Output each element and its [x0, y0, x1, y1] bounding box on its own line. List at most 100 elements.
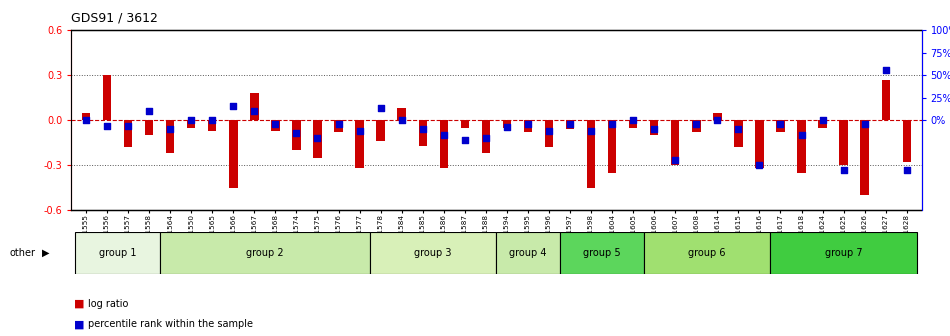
Point	[247, 109, 262, 114]
Point	[310, 135, 325, 141]
Bar	[608, 120, 617, 173]
Point	[183, 118, 199, 123]
Text: group 3: group 3	[414, 248, 452, 258]
Point	[710, 118, 725, 123]
Bar	[271, 120, 279, 131]
Text: ■: ■	[74, 319, 85, 329]
Point	[689, 121, 704, 126]
Bar	[229, 120, 238, 187]
Text: percentile rank within the sample: percentile rank within the sample	[88, 319, 254, 329]
Bar	[503, 120, 511, 128]
Bar	[355, 120, 364, 168]
Bar	[755, 120, 764, 168]
Point	[668, 157, 683, 162]
Text: GDS91 / 3612: GDS91 / 3612	[71, 12, 158, 25]
Bar	[882, 80, 890, 120]
Point	[794, 132, 809, 137]
Point	[583, 128, 598, 134]
Bar	[671, 120, 679, 165]
Bar	[587, 120, 596, 187]
Point	[457, 137, 472, 142]
Point	[815, 118, 830, 123]
Bar	[419, 120, 427, 145]
Bar	[370, 232, 496, 274]
Bar	[482, 120, 490, 153]
Text: group 2: group 2	[246, 248, 284, 258]
Bar	[145, 120, 153, 135]
Bar	[818, 120, 826, 128]
Point	[268, 121, 283, 126]
Point	[521, 121, 536, 126]
Point	[226, 103, 241, 109]
Text: other: other	[10, 248, 35, 258]
Bar	[523, 120, 532, 132]
Point	[731, 126, 746, 132]
Text: ▶: ▶	[42, 248, 49, 258]
Point	[289, 130, 304, 135]
Point	[857, 121, 872, 126]
Point	[121, 123, 136, 128]
Bar	[693, 120, 700, 132]
Bar	[75, 232, 160, 274]
Text: ■: ■	[74, 299, 85, 309]
Text: group 5: group 5	[582, 248, 620, 258]
Bar	[560, 232, 644, 274]
Bar	[902, 120, 911, 162]
Bar	[840, 120, 847, 165]
Bar	[797, 120, 806, 173]
Text: group 4: group 4	[509, 248, 546, 258]
Bar	[650, 120, 658, 135]
Bar	[397, 108, 406, 120]
Bar	[124, 120, 132, 147]
Bar	[208, 120, 217, 131]
Bar	[713, 113, 722, 120]
Bar	[250, 93, 258, 120]
Point	[751, 162, 767, 168]
Point	[625, 118, 640, 123]
Bar	[440, 120, 448, 168]
Point	[773, 121, 788, 126]
Bar	[334, 120, 343, 132]
Text: group 1: group 1	[99, 248, 136, 258]
Point	[500, 125, 515, 130]
Bar	[861, 120, 869, 195]
Bar	[776, 120, 785, 132]
Bar	[103, 75, 111, 120]
Text: log ratio: log ratio	[88, 299, 128, 309]
Point	[478, 135, 493, 141]
Point	[352, 128, 368, 134]
Point	[415, 126, 430, 132]
Point	[878, 67, 893, 73]
Point	[331, 121, 346, 126]
Bar	[734, 120, 743, 147]
Bar	[566, 120, 574, 129]
Point	[162, 126, 178, 132]
Bar	[376, 120, 385, 141]
Point	[562, 121, 578, 126]
Bar	[187, 120, 196, 128]
Bar	[544, 120, 553, 147]
Point	[100, 123, 115, 128]
Point	[394, 118, 409, 123]
Bar	[644, 232, 770, 274]
Bar	[770, 232, 918, 274]
Point	[647, 126, 662, 132]
Bar	[293, 120, 300, 150]
Point	[204, 118, 219, 123]
Point	[79, 118, 94, 123]
Bar	[629, 120, 637, 128]
Bar	[314, 120, 322, 158]
Bar	[496, 232, 560, 274]
Point	[373, 105, 389, 110]
Bar	[82, 113, 90, 120]
Point	[836, 168, 851, 173]
Bar	[160, 232, 370, 274]
Bar	[461, 120, 469, 128]
Bar	[166, 120, 175, 153]
Point	[436, 132, 451, 137]
Point	[142, 109, 157, 114]
Text: group 6: group 6	[688, 248, 726, 258]
Text: group 7: group 7	[825, 248, 863, 258]
Point	[542, 128, 557, 134]
Point	[899, 168, 914, 173]
